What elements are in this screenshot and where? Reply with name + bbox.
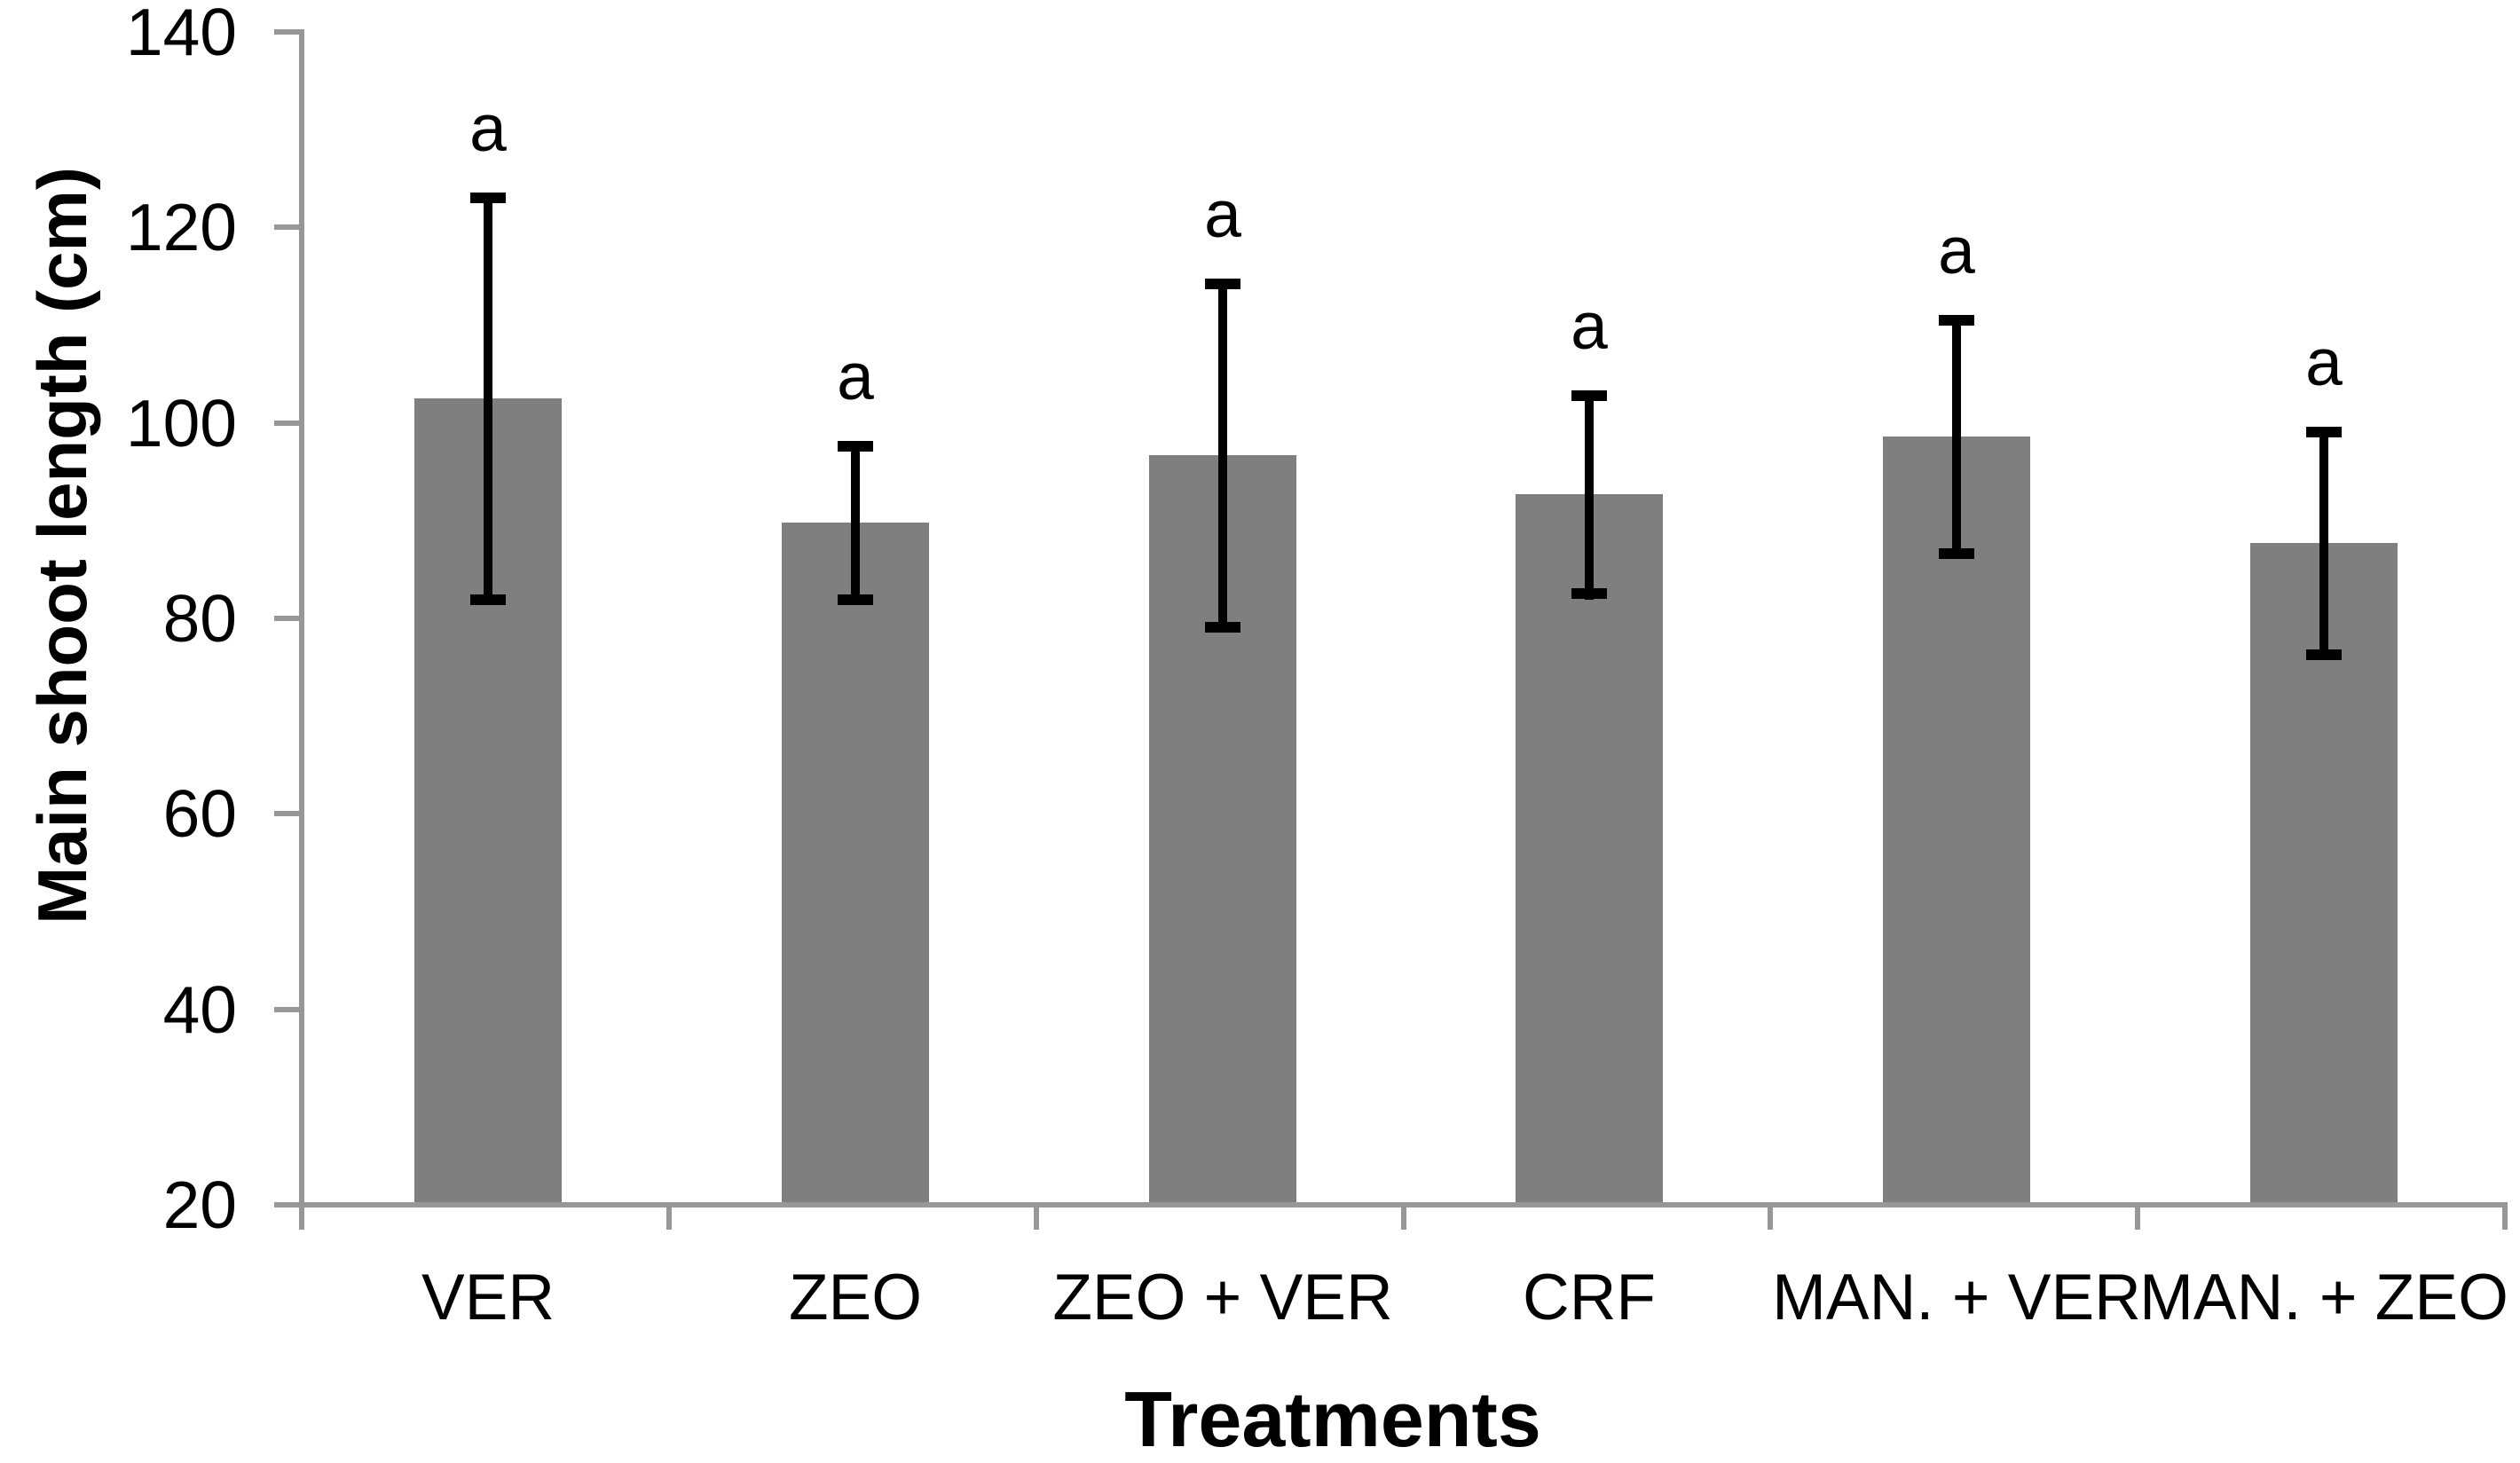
y-axis-line — [299, 29, 304, 1207]
x-category-label: ZEO + VER — [1052, 1262, 1393, 1333]
error-bar-cap-bottom — [470, 594, 506, 605]
x-tick — [1034, 1207, 1039, 1230]
y-tick-label: 100 — [125, 386, 237, 460]
y-tick — [274, 1007, 299, 1012]
error-bar-cap-top — [2306, 427, 2342, 437]
y-tick — [274, 1202, 299, 1207]
error-bar-cap-bottom — [838, 594, 873, 605]
bar — [1883, 437, 2030, 1202]
x-tick — [666, 1207, 672, 1230]
y-axis-title: Main shoot length (cm) — [23, 167, 101, 924]
y-tick-label: 80 — [162, 581, 237, 656]
y-tick-label: 60 — [162, 776, 237, 851]
y-tick — [274, 421, 299, 426]
y-tick-label: 120 — [125, 190, 237, 264]
y-tick — [274, 224, 299, 230]
error-bar-line — [1585, 390, 1594, 600]
error-bar-cap-bottom — [2306, 649, 2342, 660]
error-bar-cap-top — [838, 441, 873, 452]
error-bar-line — [2319, 427, 2328, 659]
x-category-label: CRF — [1522, 1262, 1657, 1333]
x-tick — [1401, 1207, 1406, 1230]
error-bar-cap-top — [1205, 279, 1240, 289]
x-category-label: MAN. + ZEO — [2139, 1262, 2508, 1333]
x-axis-title: Treatments — [0, 1380, 2520, 1459]
x-tick — [299, 1207, 304, 1230]
error-bar-line — [484, 193, 492, 605]
x-axis-title-text: Treatments — [1124, 1375, 1541, 1463]
y-tick — [274, 811, 299, 816]
bar — [1516, 494, 1663, 1202]
significance-label: a — [1938, 213, 1975, 287]
significance-label: a — [469, 90, 507, 165]
significance-label: a — [1204, 177, 1241, 251]
significance-label: a — [2305, 325, 2343, 399]
y-tick-label: 20 — [162, 1168, 237, 1242]
x-category-label: VER — [421, 1262, 555, 1333]
x-tick — [2502, 1207, 2508, 1230]
x-tick — [1768, 1207, 1773, 1230]
y-tick-label: 140 — [125, 0, 237, 69]
error-bar-line — [1952, 315, 1961, 559]
error-bar-line — [1218, 279, 1227, 633]
y-tick — [274, 616, 299, 621]
error-bar-cap-top — [1571, 390, 1607, 401]
error-bar-cap-top — [470, 193, 506, 203]
error-bar-cap-bottom — [1939, 548, 1974, 559]
x-tick — [2135, 1207, 2140, 1230]
error-bar-cap-bottom — [1205, 622, 1240, 633]
error-bar-cap-bottom — [1571, 588, 1607, 599]
y-tick — [274, 29, 299, 35]
bar — [782, 523, 929, 1202]
error-bar-line — [851, 441, 860, 605]
x-category-label: MAN. + VER — [1772, 1262, 2141, 1333]
significance-label: a — [1571, 288, 1608, 363]
x-category-label: ZEO — [788, 1262, 923, 1333]
y-tick-label: 40 — [162, 972, 237, 1047]
error-bar-cap-top — [1939, 315, 1974, 326]
x-axis-line — [299, 1202, 2508, 1207]
significance-label: a — [837, 339, 874, 413]
